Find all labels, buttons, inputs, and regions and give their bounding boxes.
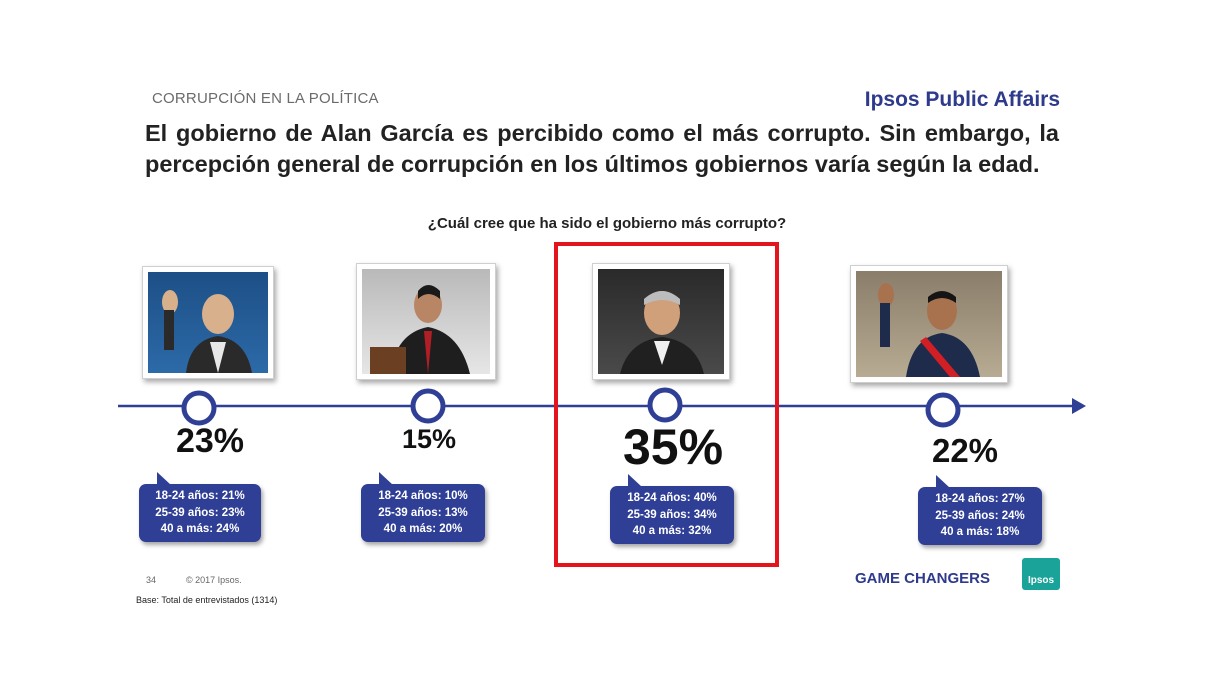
breakdown-callout-3: 18-24 años: 40% 25-39 años: 34% 40 a más… <box>610 474 734 544</box>
tagline: GAME CHANGERS <box>855 570 991 587</box>
value-label-3: 35% <box>622 419 724 475</box>
timeline-marker-2 <box>410 388 446 424</box>
copyright: © 2017 Ipsos. <box>186 575 242 585</box>
base-note: Base: Total de entrevistados (1314) <box>136 595 278 605</box>
value-label-2: 15% <box>401 424 457 454</box>
portrait-1 <box>142 266 274 379</box>
breakdown-1-row-2: 25-39 años: 23% <box>155 506 245 519</box>
breakdown-4-row-3: 40 a más: 18% <box>940 526 1020 538</box>
timeline-marker-3 <box>647 387 683 423</box>
portrait-3-figure <box>620 291 704 374</box>
breakdown-3-row-1: 18-24 años: 40% <box>627 492 717 504</box>
breakdown-4-row-1: 18-24 años: 27% <box>935 493 1025 505</box>
portrait-4 <box>850 265 1008 383</box>
highlight-box <box>554 242 779 567</box>
page-number: 34 <box>146 575 157 585</box>
breakdown-3-row-3: 40 a más: 32% <box>632 525 712 537</box>
breakdown-1-row-1: 18-24 años: 21% <box>155 490 245 502</box>
portrait-2-figure <box>370 285 470 374</box>
breakdown-2-row-3: 40 a más: 20% <box>383 523 463 535</box>
portrait-4-figure <box>878 283 980 377</box>
breakdown-2-row-2: 25-39 años: 13% <box>378 506 468 519</box>
portrait-2 <box>356 263 496 380</box>
portrait-3 <box>592 263 730 380</box>
section-title: CORRUPCIÓN EN LA POLÍTICA <box>152 90 379 107</box>
value-label-4: 22% <box>931 432 999 469</box>
breakdown-callout-4: 18-24 años: 27% 25-39 años: 24% 40 a más… <box>918 475 1042 545</box>
breakdown-1-row-3: 40 a más: 24% <box>160 523 240 535</box>
chart-title: ¿Cuál cree que ha sido el gobierno más c… <box>427 215 787 232</box>
breakdown-callout-1: 18-24 años: 21% 25-39 años: 23% 40 a más… <box>139 472 261 542</box>
value-label-1: 23% <box>175 422 245 460</box>
timeline-marker-1 <box>181 390 217 426</box>
portrait-1-figure <box>162 290 252 373</box>
breakdown-callout-2: 18-24 años: 10% 25-39 años: 13% 40 a más… <box>361 472 485 542</box>
breakdown-3-row-2: 25-39 años: 34% <box>627 508 717 521</box>
headline: El gobierno de Alan García es percibido … <box>145 120 1059 177</box>
timeline-marker-4 <box>925 392 961 428</box>
breakdown-2-row-1: 18-24 años: 10% <box>378 490 468 502</box>
ipsos-logo: Ipsos <box>1022 558 1060 590</box>
timeline-arrowhead <box>1072 398 1086 414</box>
brand-title: Ipsos Public Affairs <box>864 88 1060 111</box>
breakdown-4-row-2: 25-39 años: 24% <box>935 509 1025 522</box>
